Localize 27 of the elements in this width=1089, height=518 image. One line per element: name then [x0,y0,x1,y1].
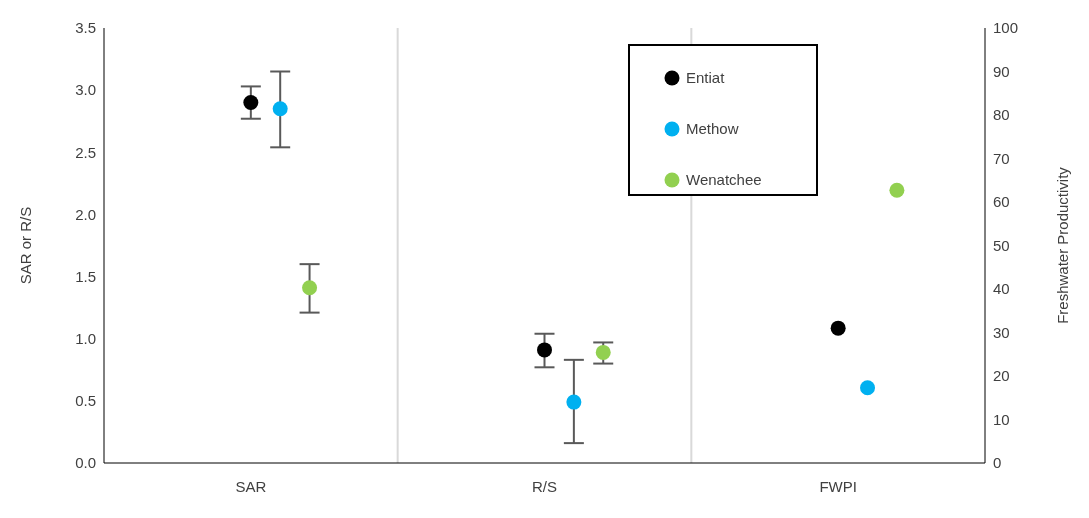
x-tick-label: SAR [235,477,267,495]
y-tick-label: 0.5 [75,392,96,410]
x-tick-label: R/S [531,477,558,495]
y-tick-label: 2.0 [75,205,96,223]
y2-tick-label: 50 [993,236,1010,254]
y2-tick-label: 40 [993,280,1010,298]
y2-tick-label: 20 [993,367,1010,385]
y-tick-label: 1.0 [75,330,96,348]
y-tick-label: 3.5 [75,19,96,37]
y-tick-label: 3.0 [75,81,96,99]
y2-tick-label: 80 [993,106,1010,124]
y2-tick-label: 30 [993,323,1010,341]
legend-label: Wenatchee [686,171,762,188]
y2-tick-label: 100 [993,19,1019,37]
legend-label: Methow [686,120,739,137]
y-tick-label: 2.5 [75,143,96,161]
y2-tick-label: 0 [993,454,1002,472]
y2-tick-label: 70 [993,149,1010,167]
y2-axis-title: Freshwater Productivity [1054,166,1072,324]
y2-tick-label: 10 [993,410,1010,428]
y-tick-label: 0.0 [75,454,96,472]
y-tick-label: 1.5 [75,267,96,285]
y2-tick-label: 60 [993,193,1010,211]
legend-label: Entiat [686,69,725,86]
y2-tick-label: 90 [993,62,1010,80]
x-tick-label: FWPI [819,477,857,495]
y-axis-title: SAR or R/S [17,206,35,285]
